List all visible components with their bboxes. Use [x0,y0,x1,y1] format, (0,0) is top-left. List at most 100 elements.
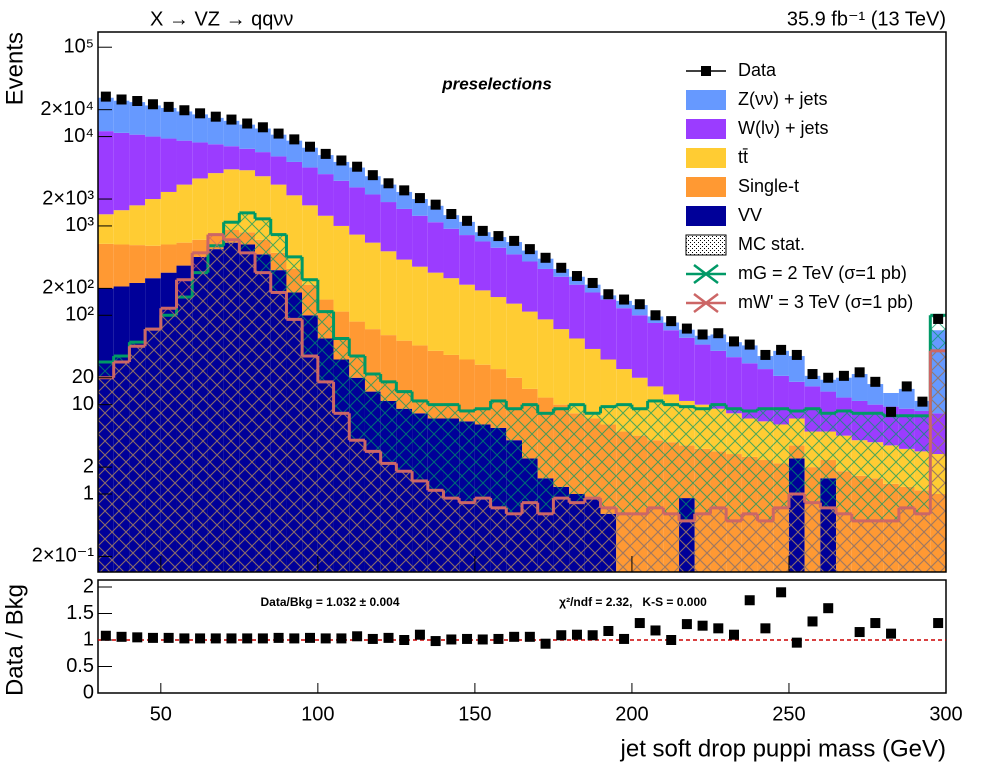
ratio-point [336,633,347,644]
stack-bar [459,235,475,285]
ratio-frame [97,579,947,694]
data-point [838,370,849,381]
signal-hatch [836,513,852,572]
stack-bar [160,191,177,245]
signal-hatch [255,272,271,572]
stack-bar [474,290,491,365]
stack-bar [176,184,193,243]
ratio-point [791,637,802,648]
stack-bar [788,381,805,419]
signal-hatch [317,381,334,572]
stack-bar [223,146,240,170]
stack-bar [522,261,538,312]
signal-hatch [584,498,601,572]
stack-bar [506,303,522,378]
signal-hatch [569,502,585,572]
stack-bar [255,128,271,153]
signal-hatch [898,507,915,572]
stack-bar [490,297,507,370]
signal-hatch [270,292,287,572]
stack-bar [333,180,350,226]
data-point [477,225,488,236]
stack-bar [349,167,365,188]
stack-bar [333,161,350,181]
ratio-point [147,632,158,643]
stack-bar [176,140,193,185]
stack-bar [694,335,711,345]
stack-bar [474,232,491,242]
ratio-point [430,636,441,647]
stack-bar [459,359,475,422]
legend-label: Data [738,60,777,80]
legend-label: Single-t [738,176,799,196]
signal-hatch [537,513,554,572]
stack-bar [584,292,601,349]
stack-bar [427,222,444,273]
ratio-y-tick-label: 0 [83,681,94,703]
stack-bar [129,134,146,206]
stack-bar [364,194,381,243]
ratio-point [383,632,394,643]
data-point [587,277,598,288]
stack-bar [694,344,711,405]
ratio-point [210,633,221,644]
y-tick-label: 10³ [65,214,94,236]
signal-hatch [726,520,742,572]
data-point [116,94,127,105]
stack-bar [537,258,554,269]
signal-hatch [788,494,805,572]
data-point [524,244,535,255]
y-tick-label: 20 [72,366,94,388]
stack-bar [129,245,146,283]
signal-hatch [773,507,789,572]
stack-bar [192,142,208,179]
x-axis-title: jet soft drop puppi mass (GeV) [620,735,946,762]
signal-hatch [741,513,758,572]
data-point [854,367,865,378]
legend-label: mW' = 3 TeV (σ=1 pb) [738,292,913,312]
data-point [603,289,614,300]
stack-bar [223,120,240,147]
ratio-point [524,631,535,642]
stack-bar [380,184,397,203]
stack-bar [113,210,130,245]
stack-bar [160,244,177,273]
data-point [414,193,425,204]
stack-bar [679,329,695,338]
data-point [226,114,237,125]
stack-bar [207,117,224,145]
signal-hatch [883,520,899,572]
stack-bar [412,345,428,414]
data-point [666,316,677,327]
ratio-point [571,629,582,640]
signal-hatch [129,346,146,572]
stack-bar [396,259,413,341]
stack-bar [490,247,507,298]
signal-hatch [443,498,460,572]
x-tick-label: 150 [458,703,491,725]
stack-bar [380,251,397,336]
stack-bar [867,384,884,405]
stack-bar [113,132,130,211]
stack-bar [145,199,161,246]
ratio-y-tick-label: 0.5 [66,655,94,677]
data-point [901,381,912,392]
signal-hatch [145,329,161,572]
data-point [886,406,897,417]
stack-bar [522,311,538,389]
ratio-point [713,623,724,634]
signal-hatch [820,507,837,572]
ratio-point [179,633,190,644]
ratio-point [807,616,818,627]
x-tick-label: 200 [615,703,648,725]
signal-hatch [223,239,240,573]
data-point [729,336,739,347]
ratio-point [556,630,567,641]
stack-bar [412,215,428,267]
stack-bar [773,350,789,376]
stack-bar [333,225,350,312]
ratio-point [367,633,378,644]
signal-hatch [396,471,413,572]
ratio-point [446,634,457,645]
data-point [776,344,787,355]
